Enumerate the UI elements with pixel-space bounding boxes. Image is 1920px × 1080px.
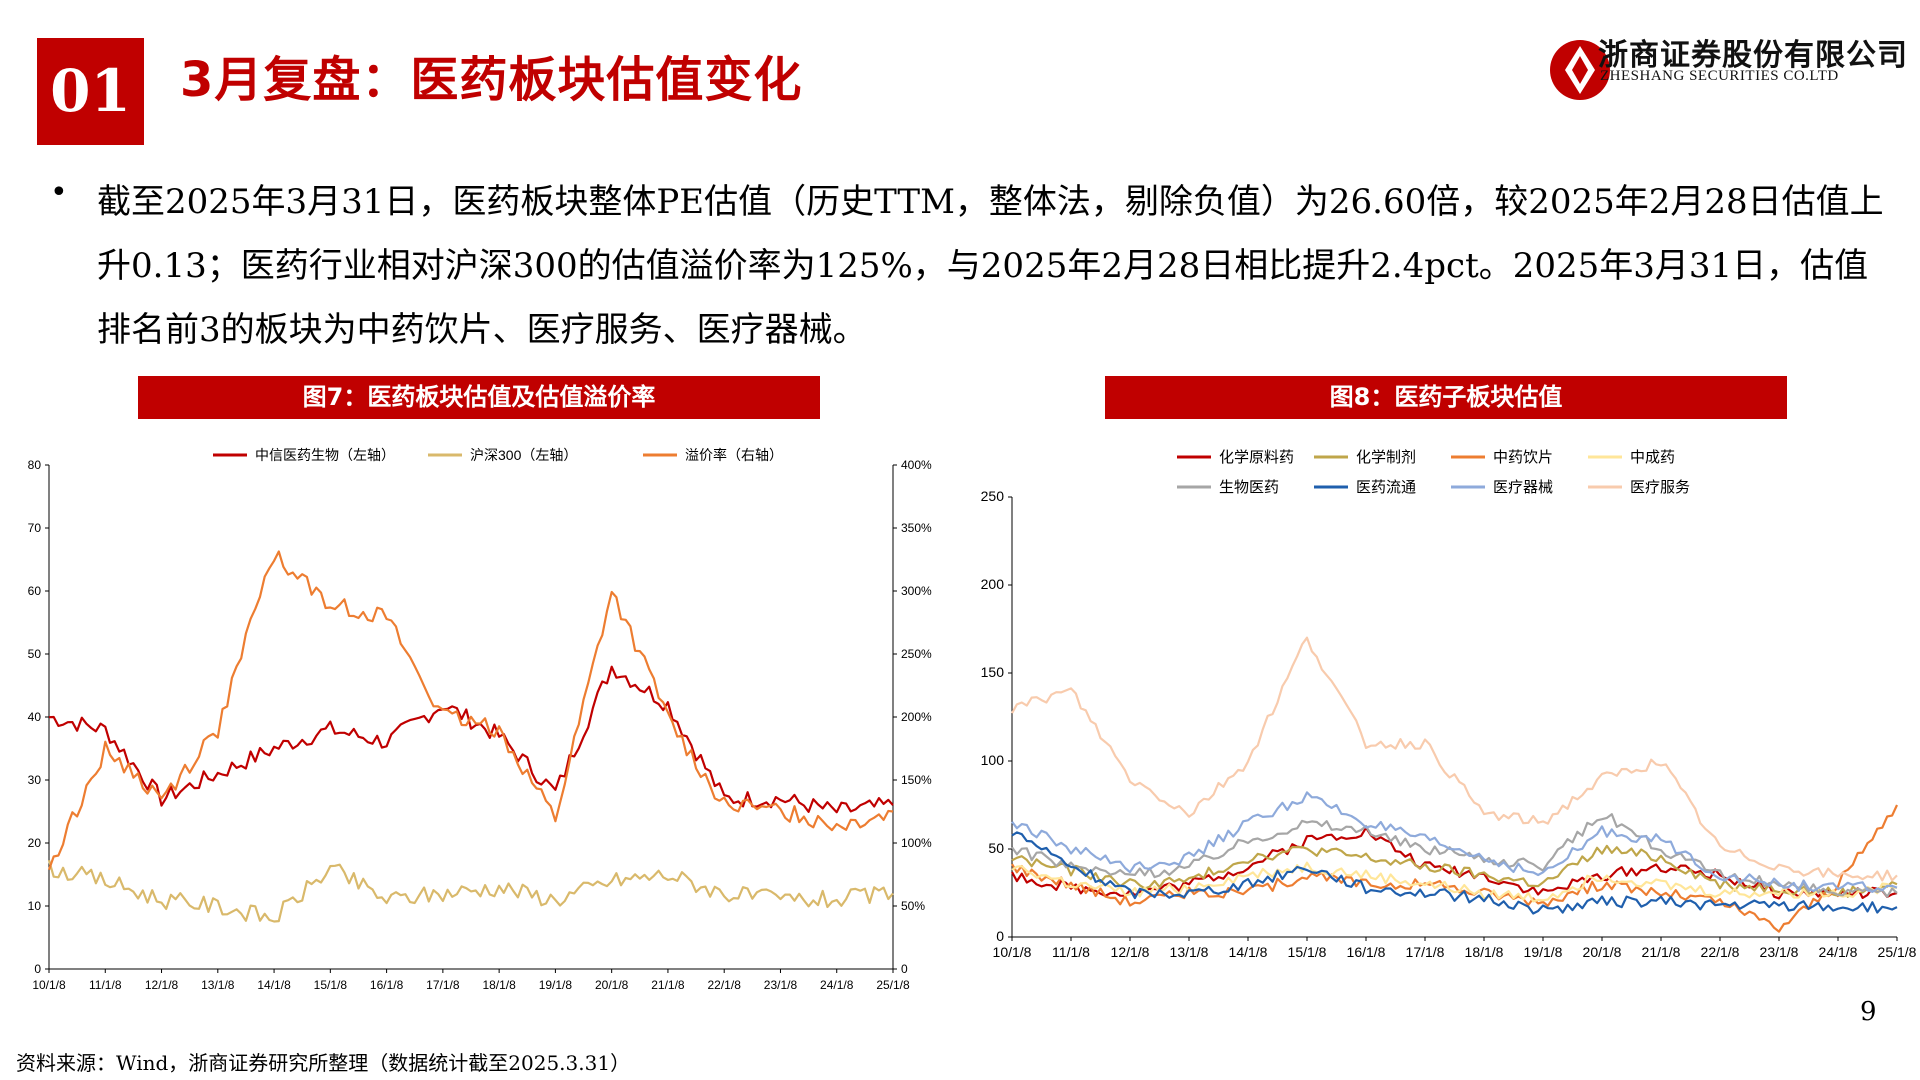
x-tick-label: 14/1/8: [257, 978, 291, 992]
legend-label: 化学原料药: [1219, 449, 1294, 466]
y-tick-label: 50: [28, 647, 42, 661]
y2-tick-label: 150%: [901, 773, 932, 787]
legend-label: 化学制剂: [1356, 449, 1416, 466]
x-tick-label: 22/1/8: [708, 978, 742, 992]
y-tick-label: 60: [28, 584, 42, 598]
y-tick-label: 20: [28, 836, 42, 850]
x-tick-label: 12/1/8: [1111, 944, 1150, 960]
series-line: [47, 859, 894, 923]
x-tick-label: 11/1/8: [89, 978, 122, 992]
y-tick-label: 80: [28, 458, 42, 472]
series-line: [47, 550, 894, 871]
series-line: [1011, 636, 1898, 882]
y-tick-label: 0: [996, 928, 1004, 944]
series-line: [1011, 831, 1898, 915]
x-tick-label: 21/1/8: [651, 978, 685, 992]
legend-label: 中成药: [1630, 449, 1675, 466]
y-tick-label: 200: [981, 576, 1005, 592]
chart-sub-sector-valuation: 0 50 100 150 200 250 10/1/8 11/1/8 12/1/8 13/1/8 1…: [981, 449, 1917, 960]
x-tick-label: 13/1/8: [201, 978, 235, 992]
x-tick-label: 17/1/8: [426, 978, 460, 992]
chart-pharma-valuation: 0 10 20 30 40 50 60 70 80 0 50% 100% 150% 200% 250% 300…: [28, 447, 932, 992]
section-number-box: [37, 38, 144, 145]
y-tick-label: 0: [34, 962, 41, 976]
x-tick-label: 10/1/8: [993, 944, 1032, 960]
company-name-en: ZHESHANG SECURITIES CO.LTD: [1600, 68, 1839, 84]
x-tick-label: 16/1/8: [1347, 944, 1386, 960]
x-tick-label: 18/1/8: [1465, 944, 1504, 960]
company-name-cn: 浙商证券股份有限公司: [1598, 38, 1908, 73]
zheshang-logo-icon: [1550, 40, 1610, 100]
x-tick-label: 24/1/8: [820, 978, 854, 992]
y-tick-label: 50: [988, 840, 1004, 856]
legend-label: 医疗器械: [1493, 479, 1553, 496]
x-tick-label: 24/1/8: [1819, 944, 1858, 960]
x-tick-label: 19/1/8: [1524, 944, 1563, 960]
y-tick-label: 100: [981, 752, 1005, 768]
y2-tick-label: 400%: [901, 458, 932, 472]
x-tick-label: 19/1/8: [539, 978, 573, 992]
x-tick-label: 10/1/8: [32, 978, 66, 992]
source-note: 资料来源：Wind，浙商证券研究所整理（数据统计截至2025.3.31）: [16, 1051, 631, 1075]
y-tick-label: 250: [981, 488, 1005, 504]
x-tick-label: 12/1/8: [145, 978, 179, 992]
x-tick-label: 22/1/8: [1701, 944, 1740, 960]
fig8-title: 图8：医药子板块估值: [1105, 376, 1787, 419]
x-tick-label: 15/1/8: [314, 978, 348, 992]
x-tick-label: 23/1/8: [1760, 944, 1799, 960]
page-number: 9: [1860, 997, 1877, 1027]
series-line: [1011, 791, 1898, 893]
series-line: [1011, 844, 1898, 898]
x-tick-label: 20/1/8: [595, 978, 629, 992]
y2-tick-label: 100%: [901, 836, 932, 850]
y2-tick-label: 350%: [901, 521, 932, 535]
page-title: 3月复盘：医药板块估值变化: [180, 52, 803, 108]
fig7-title: 图7：医药板块估值及估值溢价率: [138, 376, 820, 419]
x-tick-label: 18/1/8: [482, 978, 516, 992]
x-tick-label: 25/1/8: [876, 978, 910, 992]
legend-label: 医药流通: [1356, 479, 1416, 496]
bullet-marker: •: [50, 175, 68, 210]
x-tick-label: 23/1/8: [764, 978, 798, 992]
y2-tick-label: 250%: [901, 647, 932, 661]
x-tick-label: 20/1/8: [1583, 944, 1622, 960]
y-tick-label: 70: [28, 521, 42, 535]
y2-tick-label: 300%: [901, 584, 932, 598]
legend-label: 医疗服务: [1630, 479, 1690, 496]
x-tick-label: 16/1/8: [370, 978, 404, 992]
y-tick-label: 10: [28, 899, 42, 913]
x-tick-label: 13/1/8: [1170, 944, 1209, 960]
x-tick-label: 17/1/8: [1406, 944, 1445, 960]
legend-label: 沪深300（左轴）: [470, 447, 577, 463]
y2-tick-label: 50%: [901, 899, 925, 913]
series-line: [1011, 804, 1898, 933]
y2-tick-label: 200%: [901, 710, 932, 724]
section-number: 01: [50, 57, 131, 125]
legend-label: 溢价率（右轴）: [685, 447, 783, 463]
y-tick-label: 150: [981, 664, 1005, 680]
x-tick-label: 21/1/8: [1642, 944, 1681, 960]
y-tick-label: 40: [28, 710, 42, 724]
x-tick-label: 14/1/8: [1229, 944, 1268, 960]
series-line: [1011, 813, 1898, 898]
legend-label: 中信医药生物（左轴）: [255, 447, 395, 463]
legend-label: 生物医药: [1219, 479, 1279, 496]
x-tick-label: 25/1/8: [1878, 944, 1917, 960]
y2-tick-label: 0: [901, 962, 908, 976]
y-tick-label: 30: [28, 773, 42, 787]
summary-paragraph: 截至2025年3月31日，医药板块整体PE估值（历史TTM，整体法，剔除负值）为…: [97, 182, 1884, 350]
legend-label: 中药饮片: [1493, 449, 1553, 466]
x-tick-label: 15/1/8: [1288, 944, 1327, 960]
x-tick-label: 11/1/8: [1052, 944, 1090, 960]
